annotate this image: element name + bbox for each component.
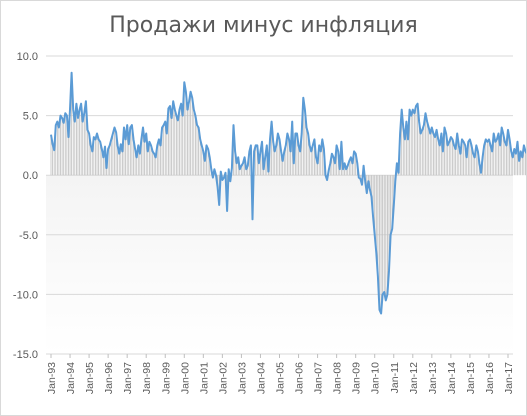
y-tick-label: -5.0 [19, 230, 38, 242]
x-tick-label: Jan-00 [179, 362, 191, 394]
y-tick-label: 5.0 [23, 111, 38, 123]
y-tick-label: -10.0 [13, 289, 38, 301]
y-axis: 10.0 5.0 0.0 -5.0 -10.0 -15.0 [13, 51, 38, 361]
x-tick-label: Jan-93 [46, 362, 58, 394]
x-axis: Jan-93 Jan-94 Jan-95 Jan-96 Jan-97 Jan-98 Jan-… [46, 354, 515, 394]
series-layer [50, 71, 526, 315]
gridlines [46, 55, 513, 355]
x-tick-label: Jan-12 [408, 362, 420, 394]
x-tick-label: Jan-07 [313, 362, 325, 394]
negative-region [46, 175, 513, 354]
x-tick-label: Jan-17 [503, 362, 515, 394]
x-tick-label: Jan-08 [332, 362, 344, 394]
x-tick-label: Jan-09 [351, 362, 363, 394]
x-tick-label: Jan-96 [103, 362, 115, 394]
x-tick-label: Jan-13 [427, 362, 439, 394]
y-tick-label: 10.0 [17, 51, 38, 63]
x-tick-label: Jan-16 [484, 362, 496, 394]
y-tick-label: 0.0 [23, 170, 38, 182]
x-tick-label: Jan-15 [465, 362, 477, 394]
x-tick-label: Jan-11 [389, 362, 401, 393]
x-tick-label: Jan-99 [160, 362, 172, 394]
x-tick-label: Jan-03 [236, 362, 248, 394]
series-line [50, 71, 526, 315]
x-tick-label: Jan-04 [255, 362, 267, 394]
x-tick-label: Jan-14 [446, 362, 458, 394]
x-tick-label: Jan-06 [294, 362, 306, 394]
x-tick-label: Jan-10 [370, 362, 382, 394]
x-tick-label: Jan-94 [65, 362, 77, 394]
x-tick-label: Jan-02 [217, 362, 229, 394]
x-tick-label: Jan-05 [275, 362, 287, 394]
y-tick-label: -15.0 [13, 349, 38, 361]
x-tick-label: Jan-95 [84, 362, 96, 394]
chart-title: Продажи минус инфляция [109, 13, 418, 38]
x-tick-label: Jan-98 [141, 362, 153, 394]
x-tick-label: Jan-01 [198, 362, 210, 394]
x-tick-label: Jan-97 [122, 362, 134, 394]
